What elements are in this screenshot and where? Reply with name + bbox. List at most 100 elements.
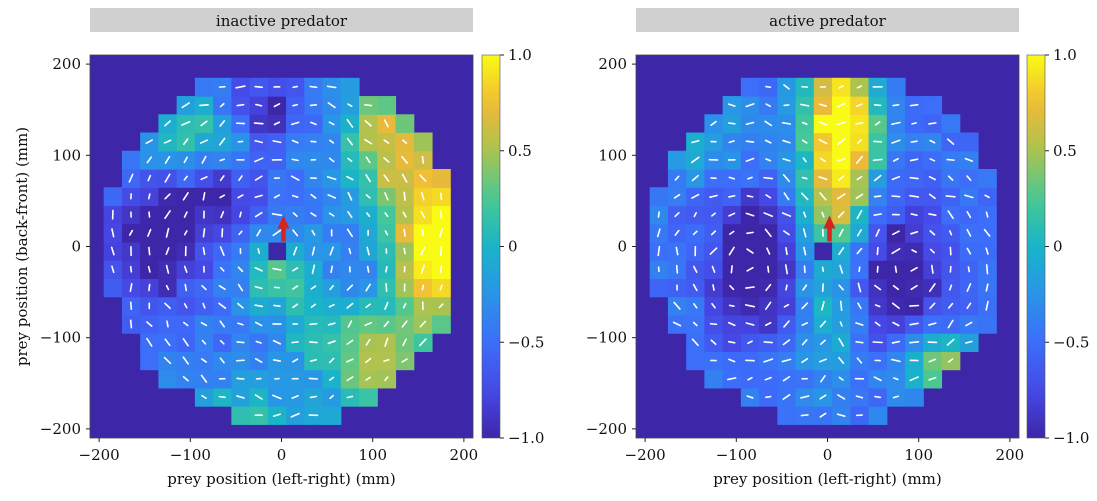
flow-dash bbox=[309, 104, 318, 107]
y-tick-label: −100 bbox=[586, 329, 627, 347]
flow-dash bbox=[365, 156, 371, 164]
flow-dash bbox=[928, 193, 936, 200]
flow-dash bbox=[272, 229, 282, 237]
flow-dash bbox=[657, 245, 661, 257]
flow-dash bbox=[728, 246, 735, 256]
flow-dash bbox=[219, 194, 226, 199]
flow-dash bbox=[420, 264, 425, 275]
flow-dash bbox=[254, 139, 264, 144]
heatmap-cell bbox=[977, 168, 997, 188]
flow-dash bbox=[891, 358, 901, 363]
flow-dash bbox=[419, 338, 427, 347]
flow-dash bbox=[818, 138, 828, 145]
flow-dash bbox=[947, 319, 954, 329]
flow-dash bbox=[656, 228, 661, 238]
flow-dash bbox=[129, 283, 133, 293]
flow-dash bbox=[782, 339, 791, 346]
flow-dash bbox=[182, 192, 189, 201]
flow-dash bbox=[439, 192, 443, 201]
flow-dash bbox=[856, 85, 863, 89]
colorbar-tick-label: 0 bbox=[1053, 238, 1063, 256]
flow-dash bbox=[911, 249, 917, 253]
flow-dash bbox=[365, 194, 371, 199]
flow-dash bbox=[182, 375, 189, 382]
flow-dash bbox=[657, 211, 660, 218]
flow-dash bbox=[856, 103, 863, 107]
flow-dash bbox=[384, 376, 389, 382]
flow-dash bbox=[818, 358, 827, 363]
flow-dash bbox=[802, 284, 808, 291]
flow-dash bbox=[909, 376, 919, 382]
flow-dash bbox=[675, 264, 679, 274]
flow-dash bbox=[419, 320, 427, 328]
colorbar-tick-label: −0.5 bbox=[508, 333, 544, 351]
flow-dash bbox=[165, 264, 170, 274]
flow-dash bbox=[891, 139, 901, 144]
flow-dash bbox=[254, 194, 263, 199]
flow-dash bbox=[439, 246, 443, 257]
flow-dash bbox=[199, 139, 209, 144]
flow-dash bbox=[183, 156, 188, 164]
heatmap-cell bbox=[322, 406, 342, 425]
flow-dash bbox=[383, 320, 390, 328]
flow-dash bbox=[255, 340, 262, 344]
flow-dash bbox=[711, 302, 716, 309]
flow-dash bbox=[710, 230, 717, 236]
heatmap-cell bbox=[941, 114, 961, 134]
flow-dash bbox=[985, 211, 989, 218]
heatmap-cell bbox=[359, 387, 378, 407]
flow-dash bbox=[272, 140, 282, 144]
flow-dash bbox=[947, 210, 954, 219]
flow-dash bbox=[254, 304, 264, 308]
flow-dash bbox=[746, 395, 754, 399]
flow-dash bbox=[384, 212, 389, 218]
flow-dash bbox=[219, 320, 226, 328]
flow-dash bbox=[782, 174, 791, 183]
flow-dash bbox=[985, 264, 989, 275]
flow-dash bbox=[747, 376, 753, 381]
flow-dash bbox=[165, 227, 170, 238]
flow-dash bbox=[690, 156, 700, 164]
flow-dash bbox=[346, 175, 354, 181]
flow-dash bbox=[909, 103, 919, 107]
flow-dash bbox=[237, 322, 244, 326]
flow-dash bbox=[236, 359, 245, 362]
flow-dash bbox=[383, 358, 390, 363]
flow-dash bbox=[202, 228, 206, 238]
flow-dash bbox=[365, 376, 371, 381]
flow-dash bbox=[419, 174, 427, 182]
flow-dash bbox=[308, 377, 319, 380]
flow-dash bbox=[691, 139, 700, 144]
flow-dash bbox=[326, 176, 337, 181]
flow-dash bbox=[801, 139, 808, 144]
flow-dash bbox=[876, 246, 879, 256]
flow-dash bbox=[254, 321, 263, 327]
x-tick-label: 100 bbox=[904, 446, 933, 464]
flow-dash bbox=[746, 194, 754, 198]
heatmap-cell bbox=[158, 369, 178, 389]
flow-dash bbox=[199, 104, 209, 107]
heatmap-cell bbox=[431, 314, 451, 334]
flow-dash bbox=[365, 338, 371, 346]
flow-dash bbox=[201, 284, 207, 291]
flow-dash bbox=[254, 211, 263, 218]
flow-dash bbox=[873, 376, 882, 382]
y-tick-label: −200 bbox=[586, 420, 627, 438]
flow-dash bbox=[346, 376, 354, 382]
x-tick-label: −100 bbox=[716, 446, 757, 464]
flow-dash bbox=[819, 394, 827, 400]
flow-dash bbox=[909, 304, 920, 307]
flow-dash bbox=[420, 210, 426, 219]
flow-dash bbox=[783, 303, 790, 308]
colorbar bbox=[1026, 54, 1046, 439]
flow-dash bbox=[818, 121, 828, 126]
flow-dash bbox=[765, 85, 772, 89]
flow-dash bbox=[163, 356, 172, 365]
flow-dash bbox=[727, 340, 736, 344]
flow-dash bbox=[946, 338, 955, 346]
flow-dash bbox=[383, 174, 390, 182]
flow-dash bbox=[838, 175, 845, 181]
flow-dash bbox=[710, 120, 717, 127]
flow-dash bbox=[402, 338, 407, 347]
flow-dash bbox=[945, 195, 956, 198]
